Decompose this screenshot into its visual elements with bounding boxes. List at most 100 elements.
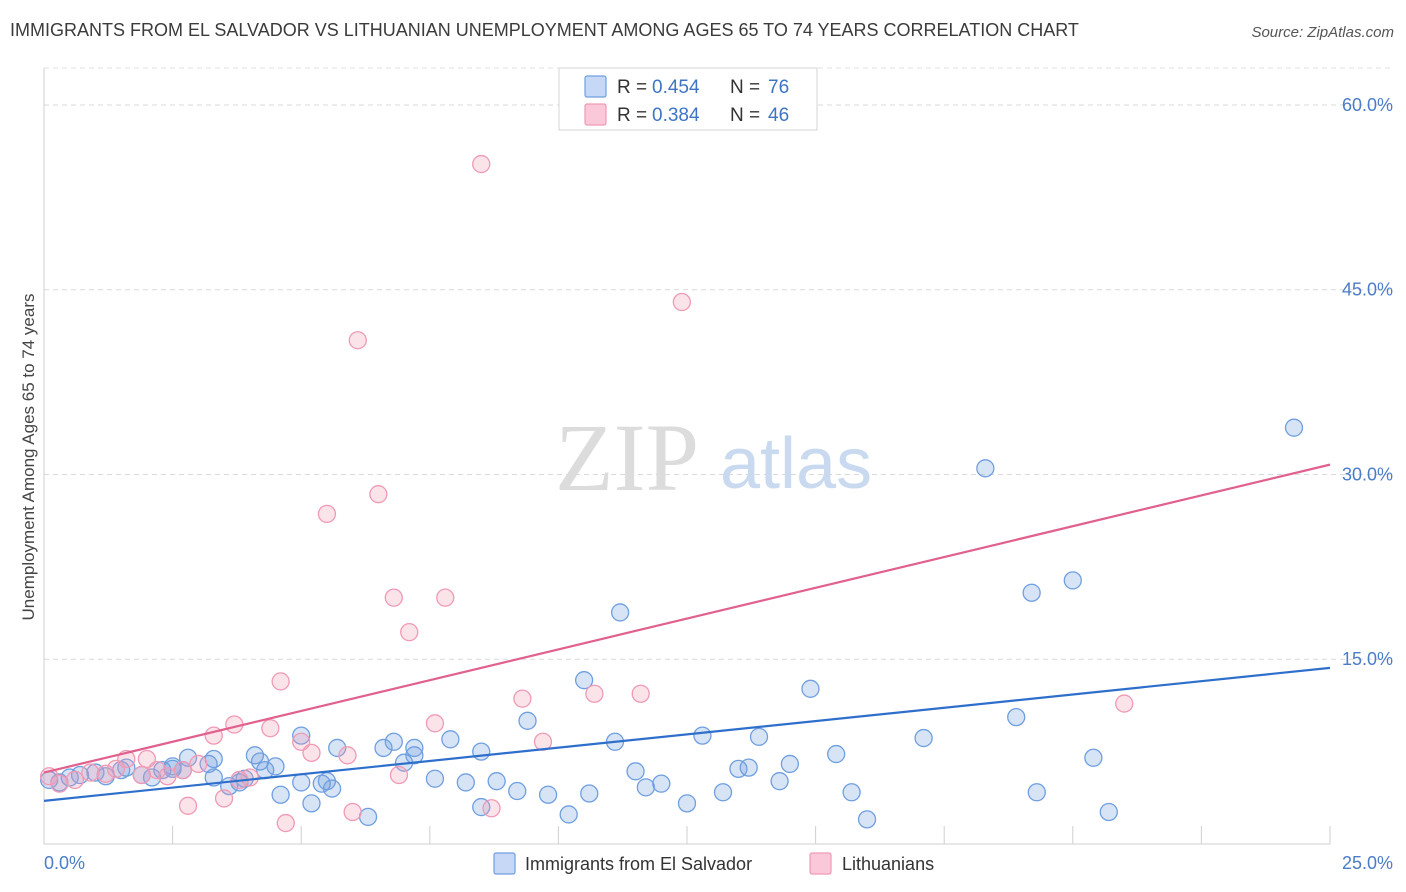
point-el-salvador-53 (626, 762, 645, 781)
point-el-salvador-41 (456, 773, 475, 792)
trend-line-lithuanians (43, 463, 1331, 774)
point-el-salvador-25 (271, 785, 290, 804)
legend: R = 0.454 N = 76 R = 0.384 N = 46 (558, 67, 818, 131)
bottom-legend-swatch-pink (809, 852, 832, 875)
point-el-salvador-75 (1099, 802, 1118, 822)
point-lithuanians-19 (261, 719, 280, 738)
legend-r-value-1: 0.454 (652, 77, 700, 98)
point-el-salvador-24 (266, 757, 285, 776)
point-el-salvador-44 (487, 772, 506, 791)
y-tick-labels: 15.0% 30.0% 45.0% 60.0% (1342, 95, 1393, 669)
x-tick-label-0: 0.0% (44, 853, 85, 873)
bottom-legend-swatch-blue (493, 852, 516, 875)
point-lithuanians-29 (384, 588, 403, 607)
trend-lines (43, 463, 1331, 802)
point-lithuanians-33 (436, 588, 455, 607)
legend-swatch-pink (584, 103, 607, 126)
point-lithuanians-23 (302, 743, 321, 763)
chart-title: IMMIGRANTS FROM EL SALVADOR VS LITHUANIA… (10, 20, 1079, 40)
x-tick-label-1: 25.0% (1342, 853, 1393, 873)
point-el-salvador-54 (636, 778, 655, 797)
y-tick-label-1: 30.0% (1342, 464, 1393, 484)
bottom-legend-label-pink: Lithuanians (842, 854, 934, 874)
point-lithuanians-15 (214, 789, 234, 808)
point-el-salvador-67 (857, 810, 877, 829)
point-lithuanians-31 (400, 622, 419, 642)
legend-swatch-blue (584, 75, 607, 98)
legend-r-label-1: R = (617, 77, 647, 98)
point-el-salvador-34 (374, 738, 393, 758)
point-el-salvador-62 (770, 772, 789, 791)
point-el-salvador-69 (976, 459, 995, 478)
legend-n-value-2: 46 (768, 105, 789, 126)
legend-r-label-2: R = (617, 105, 647, 126)
legend-n-label-2: N = (730, 105, 760, 126)
point-el-salvador-40 (441, 730, 460, 749)
point-lithuanians-28 (369, 485, 388, 504)
point-el-salvador-57 (693, 726, 712, 745)
point-lithuanians-40 (672, 292, 692, 312)
axes (43, 68, 1331, 845)
point-lithuanians-36 (513, 689, 532, 708)
point-el-salvador-38 (405, 738, 424, 758)
point-lithuanians-18 (240, 768, 259, 787)
point-lithuanians-1 (50, 774, 69, 793)
point-el-salvador-61 (749, 727, 769, 746)
point-lithuanians-26 (343, 802, 362, 822)
point-lithuanians-20 (271, 672, 290, 691)
watermark-zip: ZIP (555, 404, 699, 511)
point-lithuanians-35 (482, 799, 501, 818)
legend-n-value-1: 76 (768, 77, 789, 98)
point-el-salvador-48 (559, 805, 578, 824)
point-lithuanians-38 (585, 684, 604, 703)
point-el-salvador-33 (358, 807, 378, 827)
point-el-salvador-37 (405, 746, 424, 765)
source-label: Source: ZipAtlas.com (1251, 24, 1394, 41)
point-lithuanians-34 (472, 154, 491, 174)
point-el-salvador-72 (1027, 783, 1046, 802)
point-el-salvador-28 (302, 794, 321, 813)
bottom-legend-label-blue: Immigrants from El Salvador (525, 854, 752, 874)
point-lithuanians-4 (96, 764, 115, 783)
point-el-salvador-27 (292, 773, 311, 792)
point-el-salvador-52 (610, 603, 630, 622)
point-el-salvador-35 (384, 732, 403, 751)
point-el-salvador-55 (652, 774, 671, 793)
point-lithuanians-7 (132, 765, 151, 785)
point-el-salvador-66 (842, 783, 861, 802)
point-lithuanians-25 (338, 746, 357, 765)
y-axis-label: Unemployment Among Ages 65 to 74 years (19, 294, 38, 621)
point-el-salvador-74 (1084, 748, 1103, 767)
point-lithuanians-13 (189, 754, 208, 774)
bottom-legend: Immigrants from El Salvador Lithuanians (493, 852, 934, 875)
watermark-atlas: atlas (720, 424, 872, 504)
point-el-salvador-17 (204, 768, 223, 787)
point-el-salvador-70 (1007, 707, 1026, 727)
y-tick-label-3: 60.0% (1342, 95, 1393, 115)
point-lithuanians-30 (389, 765, 409, 785)
point-el-salvador-26 (292, 726, 311, 745)
point-el-salvador-58 (713, 783, 733, 802)
point-lithuanians-21 (276, 813, 295, 833)
point-el-salvador-65 (827, 744, 846, 764)
point-el-salvador-47 (538, 785, 558, 804)
point-el-salvador-73 (1063, 571, 1082, 590)
point-el-salvador-39 (425, 769, 445, 788)
point-lithuanians-27 (348, 331, 367, 350)
point-el-salvador-56 (677, 794, 697, 813)
point-el-salvador-32 (328, 738, 347, 758)
point-el-salvador-45 (508, 781, 527, 801)
point-el-salvador-76 (1284, 418, 1304, 437)
point-lithuanians-11 (173, 760, 193, 780)
point-el-salvador-46 (518, 711, 537, 730)
point-el-salvador-71 (1022, 583, 1041, 602)
legend-r-value-2: 0.384 (652, 105, 700, 126)
y-tick-label-0: 15.0% (1342, 649, 1393, 669)
point-lithuanians-10 (158, 767, 177, 786)
point-lithuanians-12 (178, 796, 198, 815)
point-lithuanians-24 (317, 504, 337, 524)
point-el-salvador-50 (580, 784, 599, 803)
grid-lines (44, 67, 1392, 660)
point-lithuanians-39 (631, 684, 650, 703)
point-lithuanians-32 (425, 714, 445, 733)
